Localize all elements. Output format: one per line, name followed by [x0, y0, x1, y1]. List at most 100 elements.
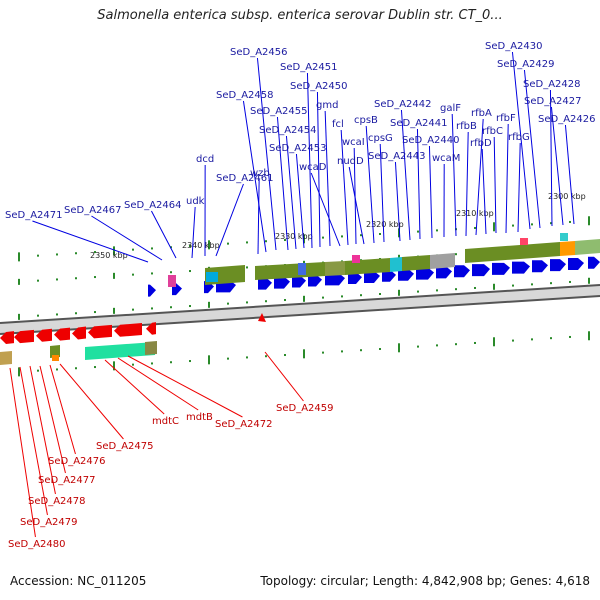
guide-tick [474, 341, 476, 344]
guide-tick [341, 235, 343, 238]
guide-tick [455, 253, 457, 256]
forward-gene-arrow [588, 256, 600, 269]
guide-tick [189, 245, 191, 248]
gene-label: wcaM [432, 153, 460, 164]
guide-tick [56, 313, 58, 316]
callout-line [215, 183, 244, 257]
callout-line [242, 100, 267, 253]
guide-tick [322, 351, 324, 354]
guide-tick [132, 273, 134, 276]
guide-tick [37, 254, 39, 257]
forward-gene-arrow [308, 274, 322, 287]
guide-tick [132, 308, 134, 311]
callout-line [475, 118, 484, 236]
reverse-gene-arrow [0, 331, 14, 344]
guide-tick [303, 234, 305, 244]
forward-gene-arrow [148, 284, 156, 297]
callout-line [29, 365, 56, 495]
callout-line [324, 110, 331, 247]
bottom-feature-track [0, 341, 157, 365]
guide-tick [56, 253, 58, 256]
guide-tick [474, 226, 476, 229]
gene-label: mdtB [186, 412, 213, 423]
callout-line [59, 363, 124, 440]
reverse-gene-arrow [54, 327, 70, 341]
top-gene-labels: SeD_A2471 SeD_A2467 SeD_A2464 udkdcdSeD_A24… [5, 41, 596, 221]
callout-line [379, 143, 385, 243]
guide-tick [493, 337, 495, 347]
forward-gene-arrow [472, 264, 490, 277]
gene-label: SeD_A2478 [28, 496, 86, 507]
guide-tick [18, 367, 20, 377]
guide-tick [170, 246, 172, 249]
reverse-strand-genes[interactable] [0, 322, 156, 344]
guide-tick [379, 292, 381, 295]
callout-line [306, 72, 313, 249]
guide-tick [531, 283, 533, 286]
forward-gene-arrow [492, 262, 510, 275]
guide-tick [208, 301, 210, 308]
gene-label: rfbF [496, 113, 516, 124]
reverse-gene-arrow [88, 324, 112, 339]
gene-label: galF [440, 103, 461, 114]
guide-tick [512, 284, 514, 287]
gene-label: wzb [250, 168, 270, 179]
gene-label: SeD_A2455 [250, 106, 308, 117]
svg-text:2300 kbp: 2300 kbp [548, 192, 586, 201]
gene-label: SeD_A2461 [216, 173, 274, 184]
callout-line [91, 215, 163, 261]
forward-gene-arrow [348, 271, 362, 284]
guide-tick [208, 355, 210, 365]
guide-tick [37, 369, 39, 372]
guide-tick [170, 361, 172, 364]
guide-tick [75, 367, 77, 370]
guide-tick [379, 347, 381, 350]
guide-tick [398, 228, 400, 238]
guide-tick [94, 311, 96, 314]
guide-tick [588, 216, 590, 226]
guide-tick [75, 252, 77, 255]
guide-tick [94, 366, 96, 369]
guide-tick [531, 223, 533, 226]
forward-gene-arrow [274, 276, 290, 289]
gene-label: SeD_A2479 [20, 517, 78, 528]
gene-label: SeD_A2428 [523, 79, 581, 90]
accession-text: Accession: NC_011205 [10, 574, 147, 588]
guide-tick [151, 247, 153, 250]
forward-gene-arrow [258, 277, 272, 290]
callout-line [451, 113, 457, 237]
forward-gene-arrow [292, 275, 306, 288]
gene-label: SeD_A2430 [485, 41, 543, 52]
gene-label: mdtC [152, 416, 179, 427]
callout-line [523, 69, 541, 229]
svg-text:2320 kbp: 2320 kbp [366, 220, 404, 229]
guide-tick [246, 301, 248, 304]
gene-label: SeD_A2477 [38, 475, 96, 486]
gene-label: SeD_A2464 [124, 200, 182, 211]
forward-gene-arrow [398, 268, 414, 281]
sequence-backbone [0, 284, 600, 335]
guide-tick [341, 295, 343, 298]
svg-text:2310 kbp: 2310 kbp [456, 209, 494, 218]
guide-tick [531, 338, 533, 341]
gene-label: wcaI [342, 137, 365, 148]
guide-tick [284, 299, 286, 302]
gene-label: SeD_A2440 [402, 135, 460, 146]
guide-tick [322, 236, 324, 239]
gene-label: SeD_A2450 [290, 81, 348, 92]
callout-line [505, 123, 509, 234]
guide-tick [417, 345, 419, 348]
guide-tick [75, 312, 77, 315]
forward-gene-arrow [416, 267, 434, 280]
guide-tick [284, 239, 286, 242]
forward-strand-genes[interactable] [148, 256, 600, 297]
gene-label: rfbC [482, 126, 503, 137]
gene-label: rfbG [508, 132, 530, 143]
guide-tick [398, 289, 400, 296]
scale-labels: 2350 kbp 2340 kbp 2330 kbp 2320 kbp 2310… [90, 192, 586, 260]
gene-label: SeD_A2472 [215, 419, 273, 430]
callout-line [19, 366, 48, 516]
callout-line [394, 161, 401, 242]
callout-line [32, 220, 149, 263]
